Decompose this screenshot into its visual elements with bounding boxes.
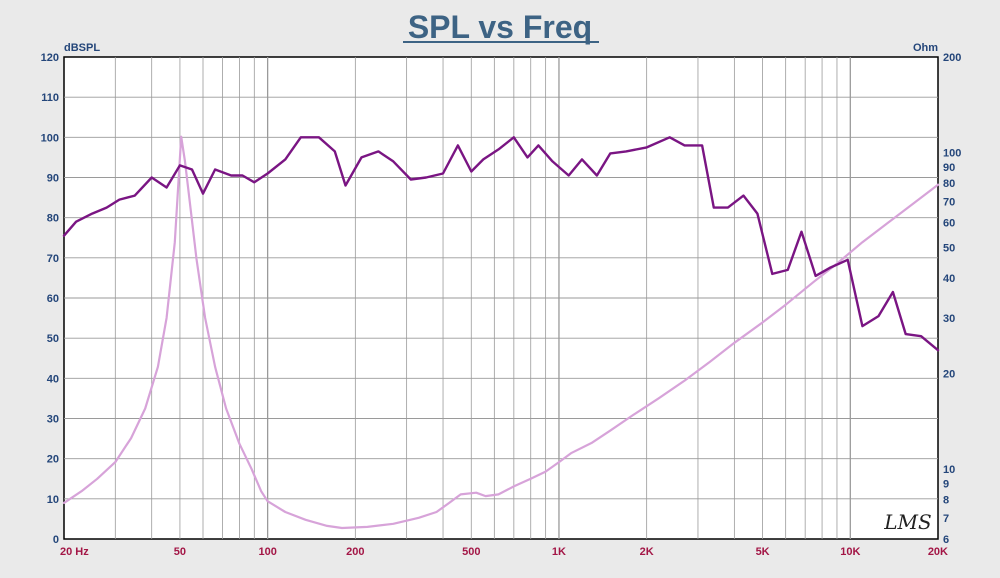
x-tick-label: 50	[174, 546, 186, 558]
right-tick-label: 10	[943, 464, 955, 476]
right-tick-label: 200	[943, 52, 961, 64]
grid	[64, 57, 938, 539]
x-tick-label: 100	[258, 546, 276, 558]
right-tick-label: 7	[943, 513, 949, 525]
left-tick-label: 80	[47, 213, 59, 225]
x-tick-label: 20K	[928, 546, 948, 558]
left-tick-label: 100	[41, 132, 59, 144]
impedance-series-line	[62, 135, 940, 530]
spl-series-line	[62, 136, 940, 352]
right-tick-label: 20	[943, 369, 955, 381]
left-axis-ticks: 0 10 20 30 40 50 60 70 80 90 100 110 120	[41, 52, 59, 546]
left-tick-label: 10	[47, 494, 59, 506]
left-axis-unit: dBSPL	[64, 42, 100, 54]
left-tick-label: 50	[47, 333, 59, 345]
x-tick-label: 200	[346, 546, 364, 558]
x-tick-label: 500	[462, 546, 480, 558]
left-tick-label: 0	[53, 534, 59, 546]
left-tick-label: 70	[47, 253, 59, 265]
right-tick-label: 8	[943, 494, 949, 506]
x-tick-label: 2K	[640, 546, 654, 558]
x-axis-ticks: 20 Hz 50 100 200 500 1K 2K 5K 10K 20K	[60, 546, 948, 558]
left-tick-label: 120	[41, 52, 59, 64]
right-tick-label: 40	[943, 273, 955, 285]
left-tick-label: 40	[47, 373, 59, 385]
right-tick-label: 60	[943, 217, 955, 229]
right-axis-ticks: 6 7 8 9 10 20 30 40 50 60 70 80 90 100 200	[943, 52, 961, 546]
right-tick-label: 70	[943, 196, 955, 208]
right-tick-label: 6	[943, 534, 949, 546]
right-axis-unit: Ohm	[913, 42, 938, 54]
chart-title: SPL vs Freq	[408, 9, 592, 45]
right-tick-label: 90	[943, 162, 955, 174]
right-tick-label: 100	[943, 147, 961, 159]
x-tick-label: 5K	[756, 546, 770, 558]
left-tick-label: 30	[47, 414, 59, 426]
series	[62, 135, 940, 530]
left-tick-label: 110	[41, 92, 59, 104]
x-tick-label: 1K	[552, 546, 566, 558]
right-tick-label: 50	[943, 243, 955, 255]
right-tick-label: 9	[943, 478, 949, 490]
right-tick-label: 80	[943, 178, 955, 190]
left-tick-label: 20	[47, 454, 59, 466]
x-tick-label: 10K	[840, 546, 860, 558]
left-tick-label: 90	[47, 173, 59, 185]
right-tick-label: 30	[943, 313, 955, 325]
lms-watermark: LMS	[883, 510, 931, 534]
left-tick-label: 60	[47, 293, 59, 305]
x-tick-label: 20 Hz	[60, 546, 89, 558]
